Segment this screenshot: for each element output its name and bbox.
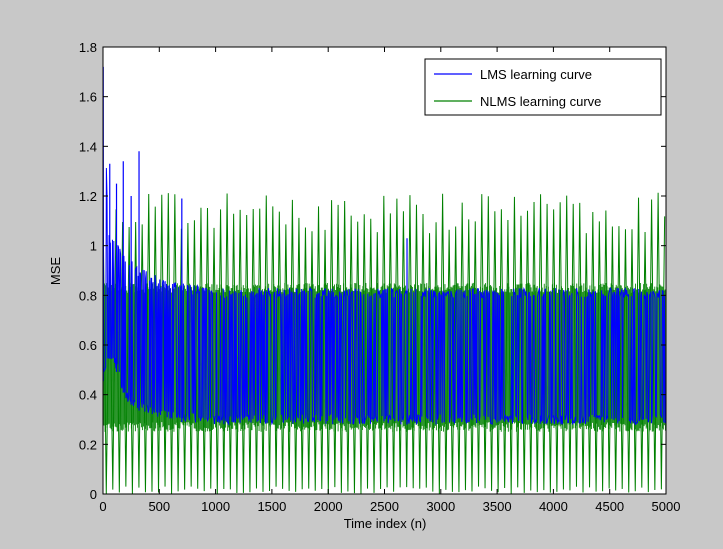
y-tick-label: 1.8 [79, 40, 97, 55]
legend-box [424, 58, 662, 116]
x-tick-label: 3500 [483, 499, 512, 514]
y-axis: 0 0.2 0.4 0.6 0.8 1 1.2 1.4 1.6 1.8 [79, 40, 666, 502]
y-tick-label: 0.2 [79, 437, 97, 452]
y-tick-label: 1.2 [79, 189, 97, 204]
y-tick-label: 1.6 [79, 90, 97, 105]
x-tick-label: 4000 [539, 499, 568, 514]
legend-label-nlms: NLMS learning curve [480, 94, 601, 109]
x-tick-label: 3000 [426, 499, 455, 514]
y-tick-label: 0 [90, 487, 97, 502]
y-tick-label: 1.4 [79, 139, 97, 154]
y-tick-label: 0.4 [79, 388, 97, 403]
x-tick-label: 0 [99, 499, 106, 514]
lms-learning-curve [102, 74, 667, 426]
x-tick-label: 1500 [257, 499, 286, 514]
x-tick-label: 5000 [652, 499, 681, 514]
x-tick-label: 500 [148, 499, 170, 514]
x-tick-label: 4500 [595, 499, 624, 514]
y-tick-label: 1 [90, 239, 97, 254]
y-axis-label: MSE [48, 257, 63, 286]
y-tick-label: 0.6 [79, 338, 97, 353]
legend-label-lms: LMS learning curve [480, 67, 592, 82]
legend: LMS learning curve NLMS learning curve [424, 58, 662, 116]
x-tick-label: 2500 [370, 499, 399, 514]
x-axis: 0 500 1000 1500 2000 2500 3000 3500 4000 4500 5000 [99, 47, 680, 514]
y-tick-label: 0.8 [79, 288, 97, 303]
x-tick-label: 1000 [201, 499, 230, 514]
x-axis-label: Time index (n) [344, 516, 427, 531]
x-tick-label: 2000 [314, 499, 343, 514]
